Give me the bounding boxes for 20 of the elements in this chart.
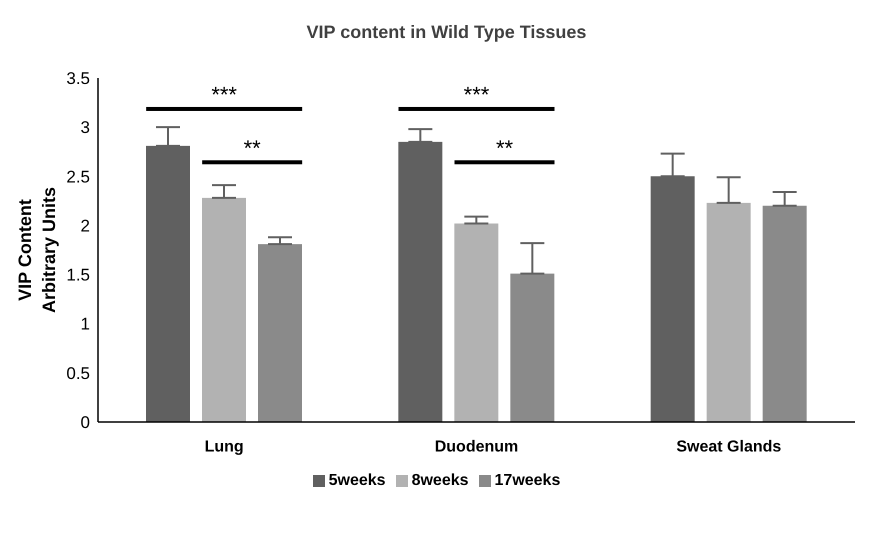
x-tick-label: Duodenum — [434, 438, 518, 456]
y-tick-label: 2.5 — [66, 167, 90, 186]
legend-label: 5weeks — [328, 472, 386, 489]
y-tick-label: 1.5 — [66, 266, 90, 285]
y-axis-title: VIP Content Arbitrary Units — [15, 186, 59, 314]
x-tick-label: Sweat Glands — [676, 438, 782, 456]
annotation: ** — [496, 135, 514, 160]
legend-label: 8weeks — [412, 472, 469, 489]
y-tick-label: 1 — [80, 314, 90, 334]
annotation: ** — [244, 135, 262, 160]
y-tick-label: 3 — [80, 118, 90, 138]
legend-label: 17weeks — [494, 472, 560, 489]
chart-title: VIP content in Wild Type Tissues — [306, 22, 588, 43]
annotation: *** — [211, 82, 238, 107]
x-tick-label: Lung — [204, 438, 244, 456]
y-tick-label: 0.5 — [66, 364, 90, 383]
y-tick-label: 0 — [80, 413, 90, 432]
y-tick-label: 2 — [80, 216, 90, 236]
annotation: *** — [464, 82, 490, 107]
y-tick-label: 3.5 — [66, 69, 90, 88]
